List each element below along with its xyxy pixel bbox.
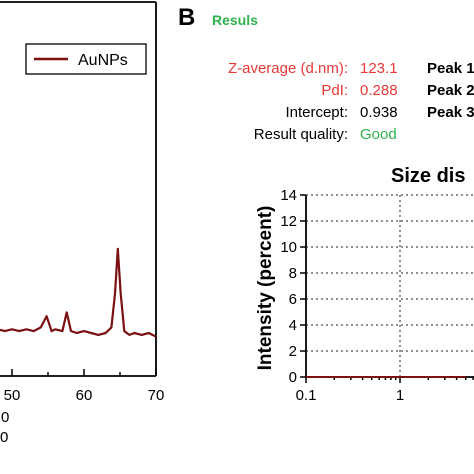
panel-b-x-tick-label: 1 <box>396 387 404 404</box>
panel-b-y-tick-label: 14 <box>280 187 297 204</box>
results-table: Z-average (d.nm): 123.1 PdI: 0.288 Inter… <box>228 60 398 143</box>
panel-b-y-tick-label: 12 <box>280 213 297 230</box>
results-title: Resuls <box>212 12 258 28</box>
panel-b-y-tick-label: 8 <box>289 265 297 282</box>
panel-b-y-ticks: 0 2 4 6 8 10 12 14 <box>280 187 306 386</box>
legend: AuNPs <box>25 43 147 75</box>
size-distribution-title: Size dis <box>391 165 465 187</box>
panel-b-y-tick-label: 4 <box>289 317 297 334</box>
panel-b-letter: B <box>178 4 195 31</box>
panel-a-partial-label-2: 0 <box>0 429 8 446</box>
peak-1-label: Peak 1 <box>427 60 474 77</box>
peak-2-label: Peak 2 <box>427 82 474 99</box>
legend-label-aunps: AuNPs <box>78 52 128 69</box>
result-quality-label: Result quality: <box>254 126 348 143</box>
panel-a-x-ticks: 50 60 70 <box>4 369 165 404</box>
panel-b-x-tick-label: 0.1 <box>296 387 317 404</box>
panel-a-x-tick-label: 50 <box>4 387 21 404</box>
z-average-label: Z-average (d.nm): <box>228 60 348 77</box>
y-axis-label: Intensity (percent) <box>255 206 276 371</box>
panel-a: 50 60 70 0 0 AuNPs <box>0 1 165 446</box>
result-quality-value: Good <box>360 126 397 143</box>
pdi-label: PdI: <box>321 82 348 99</box>
panel-a-x-tick-label: 60 <box>76 387 93 404</box>
panel-b-y-tick-label: 10 <box>280 239 297 256</box>
panel-a-x-tick-label: 70 <box>148 387 165 404</box>
peak-3-label: Peak 3 <box>427 104 474 121</box>
aunps-xrd-line <box>0 247 157 338</box>
panel-b-axes <box>305 195 474 378</box>
panel-b-x-ticks: 0.1 1 <box>296 377 474 404</box>
panel-b: B Resuls Z-average (d.nm): 123.1 PdI: 0.… <box>178 4 474 404</box>
panel-b-y-tick-label: 6 <box>289 291 297 308</box>
pdi-value: 0.288 <box>360 82 398 99</box>
z-average-value: 123.1 <box>360 60 398 77</box>
intercept-label: Intercept: <box>285 104 348 121</box>
intercept-value: 0.938 <box>360 104 398 121</box>
panel-b-y-tick-label: 2 <box>289 343 297 360</box>
panel-b-grid <box>306 194 474 377</box>
panel-a-partial-label-1: 0 <box>1 409 9 426</box>
panel-b-y-tick-label: 0 <box>289 369 297 386</box>
